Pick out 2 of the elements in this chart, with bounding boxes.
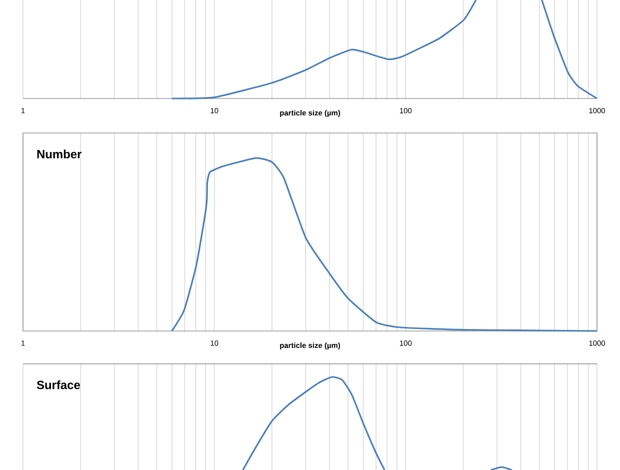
chart-title: Number (37, 150, 82, 158)
chart-title: Surface (36, 380, 80, 390)
